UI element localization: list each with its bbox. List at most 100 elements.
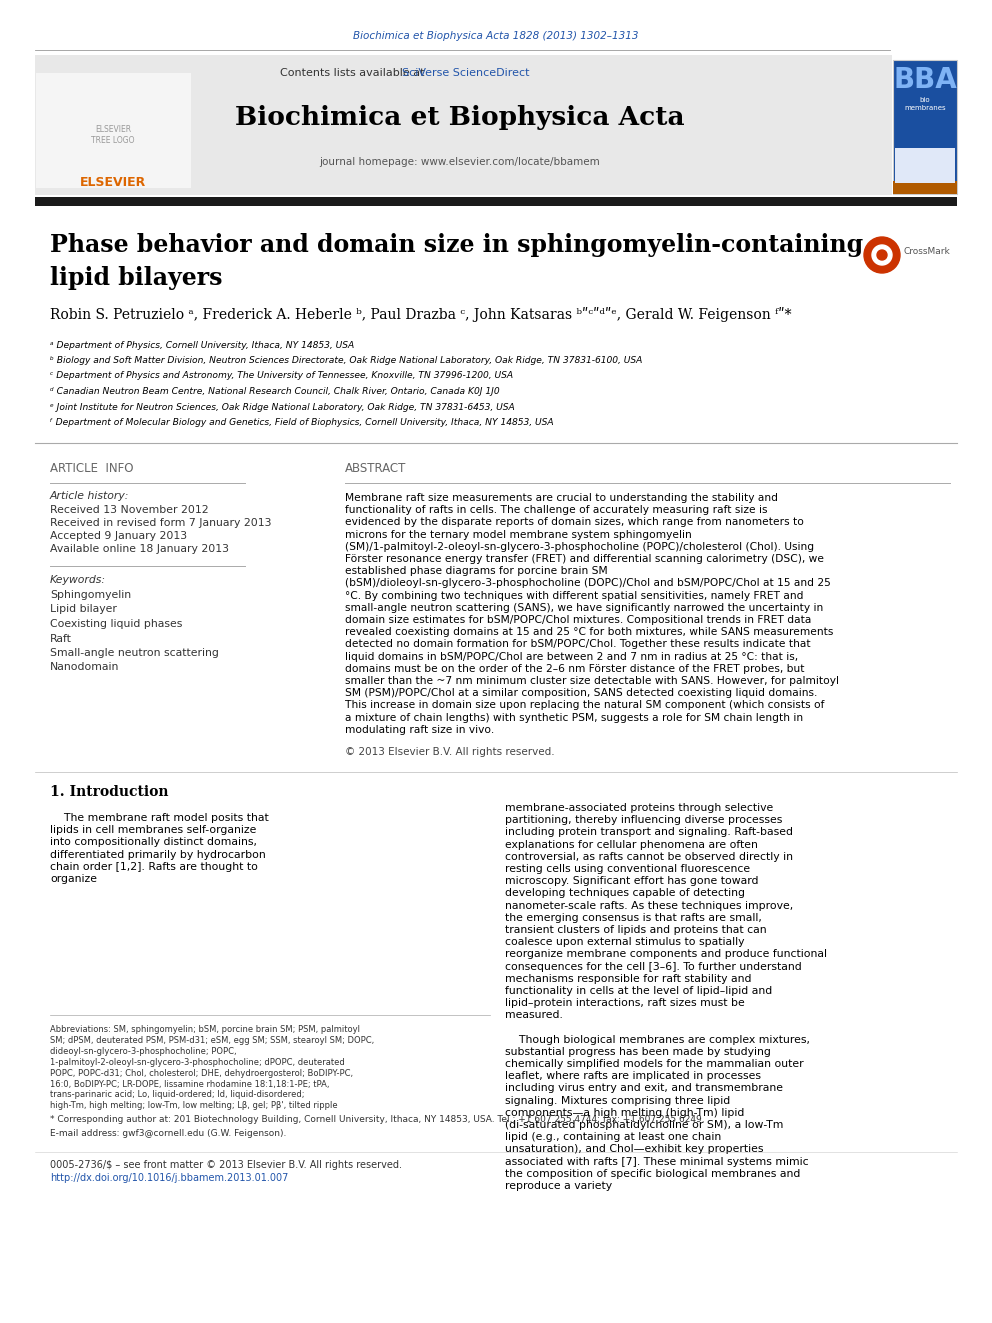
Text: chain order [1,2]. Rafts are thought to: chain order [1,2]. Rafts are thought to: [50, 861, 258, 872]
Text: ᵃ Department of Physics, Cornell University, Ithaca, NY 14853, USA: ᵃ Department of Physics, Cornell Univers…: [50, 340, 354, 349]
Text: ᶠ Department of Molecular Biology and Genetics, Field of Biophysics, Cornell Uni: ᶠ Department of Molecular Biology and Ge…: [50, 418, 554, 427]
Text: domains must be on the order of the 2–6 nm Förster distance of the FRET probes, : domains must be on the order of the 2–6 …: [345, 664, 805, 673]
FancyBboxPatch shape: [895, 148, 955, 183]
Text: lipid–protein interactions, raft sizes must be: lipid–protein interactions, raft sizes m…: [505, 998, 745, 1008]
Text: associated with rafts [7]. These minimal systems mimic: associated with rafts [7]. These minimal…: [505, 1156, 808, 1167]
Text: Raft: Raft: [50, 634, 71, 643]
Text: BBA: BBA: [893, 66, 957, 94]
Text: CrossMark: CrossMark: [904, 247, 950, 257]
Text: Biochimica et Biophysica Acta 1828 (2013) 1302–1313: Biochimica et Biophysica Acta 1828 (2013…: [353, 30, 639, 41]
Text: Sphingomyelin: Sphingomyelin: [50, 590, 131, 601]
Text: unsaturation), and Chol—exhibit key properties: unsaturation), and Chol—exhibit key prop…: [505, 1144, 764, 1155]
Text: * Corresponding author at: 201 Biotechnology Building, Cornell University, Ithac: * Corresponding author at: 201 Biotechno…: [50, 1115, 704, 1125]
Text: ABSTRACT: ABSTRACT: [345, 462, 407, 475]
Text: signaling. Mixtures comprising three lipid: signaling. Mixtures comprising three lip…: [505, 1095, 730, 1106]
Text: Keywords:: Keywords:: [50, 576, 106, 585]
Text: detected no domain formation for bSM/POPC/Chol. Together these results indicate : detected no domain formation for bSM/POP…: [345, 639, 810, 650]
Text: Robin S. Petruzielo ᵃ, Frederick A. Heberle ᵇ, Paul Drazba ᶜ, John Katsaras ᵇʺᶜʺ: Robin S. Petruzielo ᵃ, Frederick A. Hebe…: [50, 307, 792, 323]
Text: high-Tm, high melting; low-Tm, low melting; Lβ, gel; Pβ', tilted ripple: high-Tm, high melting; low-Tm, low melti…: [50, 1101, 337, 1110]
Text: including protein transport and signaling. Raft-based: including protein transport and signalin…: [505, 827, 793, 837]
Circle shape: [864, 237, 900, 273]
Text: ELSEVIER
TREE LOGO: ELSEVIER TREE LOGO: [91, 126, 135, 144]
Text: Though biological membranes are complex mixtures,: Though biological membranes are complex …: [505, 1035, 810, 1045]
Text: coalesce upon external stimulus to spatially: coalesce upon external stimulus to spati…: [505, 937, 745, 947]
Text: Contents lists available at: Contents lists available at: [280, 67, 428, 78]
FancyBboxPatch shape: [36, 73, 191, 188]
Text: microscopy. Significant effort has gone toward: microscopy. Significant effort has gone …: [505, 876, 759, 886]
Text: lipid bilayers: lipid bilayers: [50, 266, 222, 290]
Text: ARTICLE  INFO: ARTICLE INFO: [50, 462, 134, 475]
Text: functionality in cells at the level of lipid–lipid and: functionality in cells at the level of l…: [505, 986, 772, 996]
Text: ᶜ Department of Physics and Astronomy, The University of Tennessee, Knoxville, T: ᶜ Department of Physics and Astronomy, T…: [50, 372, 513, 381]
Text: Coexisting liquid phases: Coexisting liquid phases: [50, 619, 183, 628]
Text: Nanodomain: Nanodomain: [50, 663, 119, 672]
Text: SM (PSM)/POPC/Chol at a similar composition, SANS detected coexisting liquid dom: SM (PSM)/POPC/Chol at a similar composit…: [345, 688, 817, 699]
Text: microns for the ternary model membrane system sphingomyelin: microns for the ternary model membrane s…: [345, 529, 691, 540]
Text: reorganize membrane components and produce functional: reorganize membrane components and produ…: [505, 950, 827, 959]
Text: trans-parinaric acid; Lo, liquid-ordered; ld, liquid-disordered;: trans-parinaric acid; Lo, liquid-ordered…: [50, 1090, 305, 1099]
Text: nanometer-scale rafts. As these techniques improve,: nanometer-scale rafts. As these techniqu…: [505, 901, 794, 910]
Text: established phase diagrams for porcine brain SM: established phase diagrams for porcine b…: [345, 566, 608, 577]
Text: Received in revised form 7 January 2013: Received in revised form 7 January 2013: [50, 519, 272, 528]
Text: domain size estimates for bSM/POPC/Chol mixtures. Compositional trends in FRET d: domain size estimates for bSM/POPC/Chol …: [345, 615, 811, 624]
Text: substantial progress has been made by studying: substantial progress has been made by st…: [505, 1046, 771, 1057]
Text: lipid (e.g., containing at least one chain: lipid (e.g., containing at least one cha…: [505, 1132, 721, 1142]
Text: mechanisms responsible for raft stability and: mechanisms responsible for raft stabilit…: [505, 974, 752, 984]
Text: transient clusters of lipids and proteins that can: transient clusters of lipids and protein…: [505, 925, 767, 935]
Text: Accepted 9 January 2013: Accepted 9 January 2013: [50, 531, 187, 541]
Text: partitioning, thereby influencing diverse processes: partitioning, thereby influencing divers…: [505, 815, 783, 826]
Text: The membrane raft model posits that: The membrane raft model posits that: [50, 814, 269, 823]
Text: components—a high melting (high-Tm) lipid: components—a high melting (high-Tm) lipi…: [505, 1107, 744, 1118]
Text: This increase in domain size upon replacing the natural SM component (which cons: This increase in domain size upon replac…: [345, 700, 824, 710]
Text: (SM)/1-palmitoyl-2-oleoyl-sn-glycero-3-phosphocholine (POPC)/cholesterol (Chol).: (SM)/1-palmitoyl-2-oleoyl-sn-glycero-3-p…: [345, 542, 814, 552]
Text: SciVerse ScienceDirect: SciVerse ScienceDirect: [402, 67, 530, 78]
Text: liquid domains in bSM/POPC/Chol are between 2 and 7 nm in radius at 25 °C: that : liquid domains in bSM/POPC/Chol are betw…: [345, 652, 799, 662]
Text: evidenced by the disparate reports of domain sizes, which range from nanometers : evidenced by the disparate reports of do…: [345, 517, 804, 528]
Text: Biochimica et Biophysica Acta: Biochimica et Biophysica Acta: [235, 106, 684, 131]
Text: ᵇ Biology and Soft Matter Division, Neutron Sciences Directorate, Oak Ridge Nati: ᵇ Biology and Soft Matter Division, Neut…: [50, 356, 643, 365]
Text: chemically simplified models for the mammalian outer: chemically simplified models for the mam…: [505, 1058, 804, 1069]
Text: Abbreviations: SM, sphingomyelin; bSM, porcine brain SM; PSM, palmitoyl: Abbreviations: SM, sphingomyelin; bSM, p…: [50, 1025, 360, 1035]
Text: Available online 18 January 2013: Available online 18 January 2013: [50, 544, 229, 554]
Text: leaflet, where rafts are implicated in processes: leaflet, where rafts are implicated in p…: [505, 1072, 761, 1081]
Text: small-angle neutron scattering (SANS), we have significantly narrowed the uncert: small-angle neutron scattering (SANS), w…: [345, 603, 823, 613]
Text: Phase behavior and domain size in sphingomyelin-containing: Phase behavior and domain size in sphing…: [50, 233, 863, 257]
Text: Article history:: Article history:: [50, 491, 129, 501]
Text: (bSM)/dioleoyl-sn-glycero-3-phosphocholine (DOPC)/Chol and bSM/POPC/Chol at 15 a: (bSM)/dioleoyl-sn-glycero-3-phosphocholi…: [345, 578, 830, 589]
Text: E-mail address: gwf3@cornell.edu (G.W. Feigenson).: E-mail address: gwf3@cornell.edu (G.W. F…: [50, 1129, 287, 1138]
Text: ᵈ Canadian Neutron Beam Centre, National Research Council, Chalk River, Ontario,: ᵈ Canadian Neutron Beam Centre, National…: [50, 388, 500, 396]
Text: 16:0, BoDIPY-PC; LR-DOPE, lissamine rhodamine 18:1,18:1-PE; tPA,: 16:0, BoDIPY-PC; LR-DOPE, lissamine rhod…: [50, 1080, 329, 1089]
Text: ᵉ Joint Institute for Neutron Sciences, Oak Ridge National Laboratory, Oak Ridge: ᵉ Joint Institute for Neutron Sciences, …: [50, 402, 515, 411]
Text: membranes: membranes: [904, 105, 945, 111]
FancyBboxPatch shape: [35, 197, 957, 206]
Text: journal homepage: www.elsevier.com/locate/bbamem: journal homepage: www.elsevier.com/locat…: [319, 157, 600, 167]
Text: measured.: measured.: [505, 1011, 562, 1020]
Text: 1-palmitoyl-2-oleoyl-sn-glycero-3-phosphocholine; dPOPC, deuterated: 1-palmitoyl-2-oleoyl-sn-glycero-3-phosph…: [50, 1058, 345, 1066]
Text: Lipid bilayer: Lipid bilayer: [50, 605, 117, 614]
Text: explanations for cellular phenomena are often: explanations for cellular phenomena are …: [505, 840, 758, 849]
FancyBboxPatch shape: [35, 56, 892, 194]
Text: into compositionally distinct domains,: into compositionally distinct domains,: [50, 837, 257, 848]
Text: dideoyl-sn-glycero-3-phosphocholine; POPC,: dideoyl-sn-glycero-3-phosphocholine; POP…: [50, 1046, 237, 1056]
Text: modulating raft size in vivo.: modulating raft size in vivo.: [345, 725, 494, 734]
Text: reproduce a variety: reproduce a variety: [505, 1181, 612, 1191]
Text: http://dx.doi.org/10.1016/j.bbamem.2013.01.007: http://dx.doi.org/10.1016/j.bbamem.2013.…: [50, 1174, 289, 1183]
Text: © 2013 Elsevier B.V. All rights reserved.: © 2013 Elsevier B.V. All rights reserved…: [345, 747, 555, 757]
Text: 1. Introduction: 1. Introduction: [50, 785, 169, 799]
Text: resting cells using conventional fluorescence: resting cells using conventional fluores…: [505, 864, 750, 875]
Text: including virus entry and exit, and transmembrane: including virus entry and exit, and tran…: [505, 1084, 783, 1093]
Text: differentiated primarily by hydrocarbon: differentiated primarily by hydrocarbon: [50, 849, 266, 860]
Text: (di-saturated phosphatidylcholine or SM), a low-Tm: (di-saturated phosphatidylcholine or SM)…: [505, 1121, 784, 1130]
Text: smaller than the ~7 nm minimum cluster size detectable with SANS. However, for p: smaller than the ~7 nm minimum cluster s…: [345, 676, 839, 687]
Text: consequences for the cell [3–6]. To further understand: consequences for the cell [3–6]. To furt…: [505, 962, 802, 971]
Text: functionality of rafts in cells. The challenge of accurately measuring raft size: functionality of rafts in cells. The cha…: [345, 505, 768, 515]
Text: Membrane raft size measurements are crucial to understanding the stability and: Membrane raft size measurements are cruc…: [345, 493, 778, 503]
Text: Small-angle neutron scattering: Small-angle neutron scattering: [50, 648, 219, 658]
Text: the emerging consensus is that rafts are small,: the emerging consensus is that rafts are…: [505, 913, 762, 923]
Text: organize: organize: [50, 875, 97, 884]
Text: bio: bio: [920, 97, 930, 103]
Text: °C. By combining two techniques with different spatial sensitivities, namely FRE: °C. By combining two techniques with dif…: [345, 590, 804, 601]
FancyBboxPatch shape: [893, 60, 957, 194]
Text: a mixture of chain lengths) with synthetic PSM, suggests a role for SM chain len: a mixture of chain lengths) with synthet…: [345, 713, 804, 722]
Text: ELSEVIER: ELSEVIER: [80, 176, 146, 189]
